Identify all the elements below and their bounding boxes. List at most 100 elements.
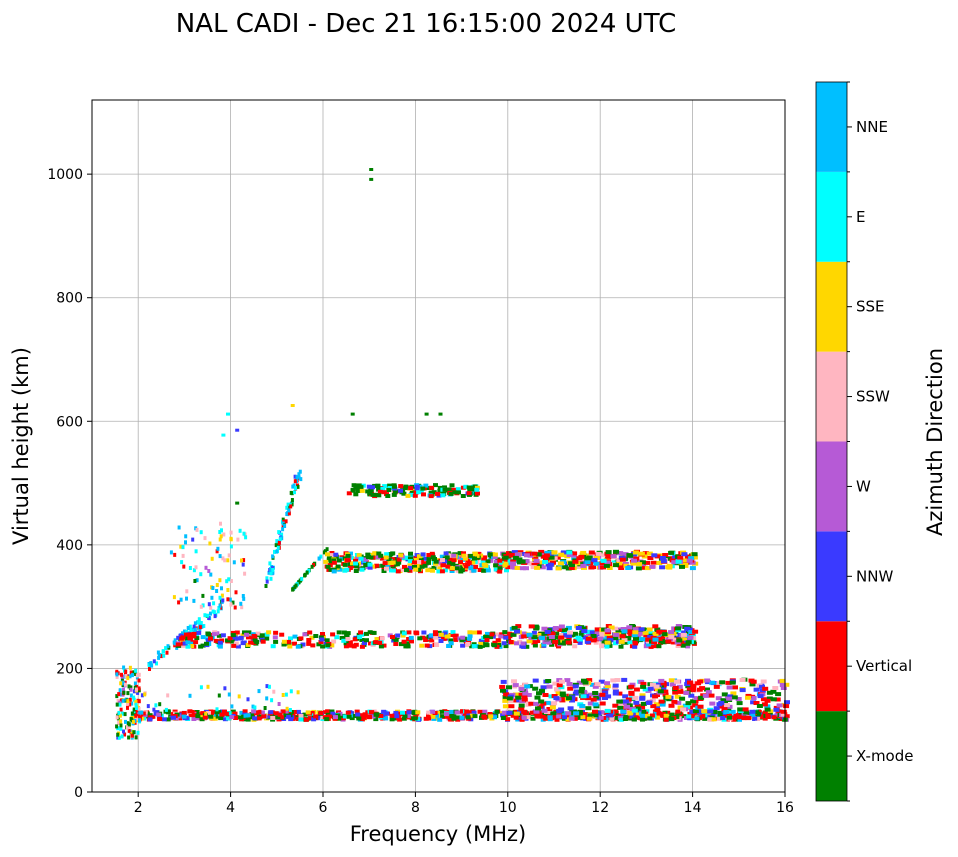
- echo-point: [581, 678, 587, 683]
- echo-point: [297, 476, 301, 480]
- echo-point: [255, 631, 261, 636]
- echo-point: [576, 711, 583, 716]
- echo-point: [575, 635, 582, 640]
- echo-point: [783, 682, 790, 687]
- echo-point: [173, 641, 177, 646]
- echo-point: [556, 714, 562, 719]
- echo-point: [438, 412, 443, 416]
- echo-point: [416, 560, 422, 564]
- echo-point: [251, 709, 257, 714]
- echo-point: [540, 685, 547, 690]
- echo-point: [376, 551, 382, 556]
- echo-point: [619, 557, 626, 562]
- echo-point: [194, 565, 198, 570]
- echo-point: [426, 553, 432, 557]
- echo-point: [181, 714, 187, 719]
- echo-point: [446, 487, 452, 492]
- echo-point: [242, 558, 246, 563]
- echo-point: [132, 697, 136, 702]
- echo-point: [613, 709, 619, 714]
- echo-point: [685, 640, 692, 645]
- echo-point: [556, 644, 561, 649]
- echo-point: [442, 631, 448, 636]
- echo-point: [706, 714, 712, 719]
- echo-point: [229, 602, 233, 607]
- echo-point: [652, 632, 659, 636]
- echo-point: [181, 545, 185, 550]
- echo-point: [358, 556, 364, 561]
- echo-point: [438, 560, 444, 565]
- echo-point: [213, 614, 217, 619]
- echo-point: [764, 698, 771, 703]
- echo-point: [184, 540, 187, 545]
- echo-point: [632, 644, 638, 649]
- echo-point: [291, 484, 295, 489]
- echo-point: [554, 631, 560, 636]
- echo-point: [653, 684, 660, 689]
- echo-point: [536, 691, 542, 696]
- echo-point: [126, 725, 129, 730]
- echo-point: [120, 734, 124, 739]
- echo-point: [272, 689, 276, 694]
- echo-point: [459, 715, 465, 720]
- echo-point: [482, 709, 488, 714]
- echo-point: [218, 578, 222, 583]
- echo-point: [206, 632, 212, 637]
- echo-point: [192, 713, 198, 718]
- echo-point: [523, 559, 530, 564]
- echo-point: [631, 633, 638, 638]
- echo-point: [507, 558, 513, 563]
- echo-point: [406, 710, 412, 715]
- colorbar-swatch: [816, 171, 847, 262]
- echo-point: [522, 691, 529, 696]
- echo-point: [394, 714, 400, 719]
- echo-point: [406, 637, 412, 641]
- echo-point: [132, 695, 136, 700]
- echo-point: [458, 560, 463, 565]
- echo-point: [552, 635, 559, 640]
- echo-point: [622, 699, 629, 704]
- echo-point: [198, 627, 202, 632]
- colorbar-swatch: [816, 261, 847, 352]
- echo-point: [310, 643, 316, 648]
- echo-point: [137, 686, 141, 691]
- echo-point: [523, 566, 529, 571]
- echo-point: [548, 694, 555, 699]
- echo-point: [661, 632, 668, 637]
- echo-point: [565, 711, 572, 716]
- echo-point: [746, 716, 752, 720]
- echo-point: [604, 560, 611, 565]
- echo-point: [581, 629, 588, 633]
- echo-point: [392, 716, 397, 721]
- echo-point: [618, 639, 625, 644]
- echo-point: [499, 632, 505, 637]
- echo-point: [233, 641, 239, 646]
- echo-point: [551, 694, 558, 698]
- echo-point: [123, 732, 127, 737]
- echo-point: [468, 553, 474, 558]
- echo-point: [379, 636, 385, 641]
- echo-point: [613, 563, 619, 568]
- echo-point: [566, 682, 573, 686]
- echo-point: [294, 486, 297, 491]
- echo-point: [466, 560, 472, 565]
- echo-point: [289, 689, 293, 694]
- echo-point: [629, 714, 635, 719]
- echo-point: [196, 710, 200, 714]
- echo-point: [522, 712, 528, 717]
- echo-point: [599, 630, 606, 635]
- echo-point: [220, 586, 223, 591]
- colorbar-label: Azimuth Direction: [923, 348, 947, 536]
- echo-point: [475, 491, 480, 496]
- echo-point: [307, 716, 313, 721]
- echo-point: [171, 715, 176, 720]
- echo-point: [326, 557, 332, 562]
- echo-point: [606, 566, 613, 570]
- echo-point: [176, 635, 182, 640]
- echo-point: [698, 695, 705, 700]
- echo-point: [283, 524, 287, 528]
- echo-point: [702, 716, 708, 721]
- echo-point: [389, 713, 395, 718]
- echo-point: [127, 728, 131, 733]
- echo-point: [276, 545, 280, 550]
